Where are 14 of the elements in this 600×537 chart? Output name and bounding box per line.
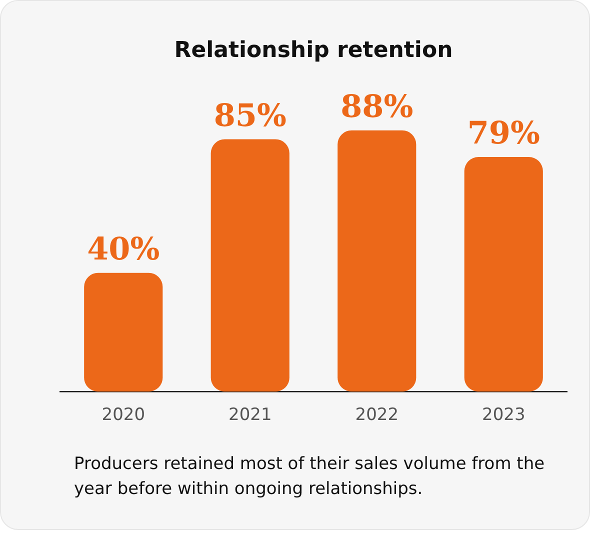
bar bbox=[84, 272, 163, 392]
x-tick-label: 2020 bbox=[102, 405, 146, 426]
text: Producers retained most of their sales volume from the year before within ongoing relationships. bbox=[74, 453, 546, 501]
bar bbox=[210, 139, 290, 392]
bar bbox=[338, 130, 416, 392]
x-tick-label: 2021 bbox=[228, 405, 272, 426]
chart-title: Relationship retention bbox=[174, 38, 453, 63]
x-tick-label: 2022 bbox=[355, 405, 399, 426]
bar bbox=[464, 157, 543, 392]
x-tick-label: 2023 bbox=[482, 405, 526, 426]
data-label: 85% bbox=[214, 98, 286, 134]
data-label: 88% bbox=[340, 88, 414, 125]
data-label: 79% bbox=[467, 116, 540, 152]
data-label: 40% bbox=[87, 231, 160, 268]
